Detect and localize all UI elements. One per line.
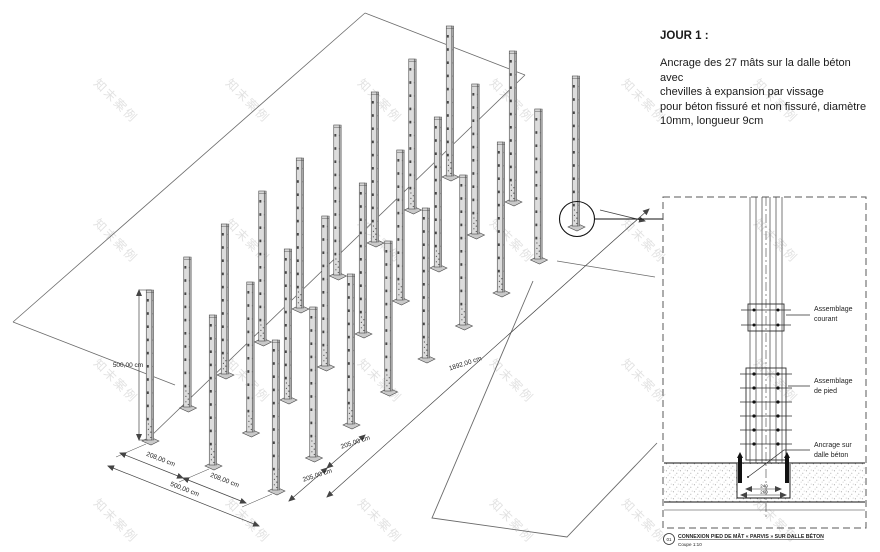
detail-titleblock: 01 CONNEXION PIED DE MÂT « PARVIS » SUR D…: [663, 532, 824, 547]
dim-row-total: 500,00 cm: [169, 481, 200, 498]
mast: [178, 256, 198, 413]
mast: [391, 149, 411, 306]
dim-col-2: 205,00 cm: [340, 435, 371, 451]
detail-scale: Coupe 1:10: [678, 542, 702, 547]
bolt-group-pied: [740, 367, 792, 461]
dim-mast-height: 500,00 cm: [113, 362, 143, 369]
mast: [141, 289, 160, 446]
detail-labels: Assemblage courant Assemblage de pied Ancrag…: [747, 306, 853, 478]
mast: [366, 91, 385, 248]
mast-profile: [749, 197, 783, 520]
mast: [417, 207, 436, 364]
day1-note: JOUR 1 : Ancrage des 27 mâts sur la dall…: [660, 30, 875, 129]
mast: [504, 50, 523, 207]
isometric-view: 500,00 cm 208,00 cm 208,00 cm 500,00 cm 205,…: [12, 12, 663, 538]
note-body: Ancrage des 27 mâts sur la dalle béton a…: [660, 56, 875, 129]
note-title: JOUR 1 :: [660, 30, 709, 42]
dim-anchor-240: 240: [760, 484, 768, 489]
mast: [267, 339, 286, 496]
note-body-line: Ancrage des 27 mâts sur la dalle béton a…: [660, 57, 851, 84]
note-body-line: 10mm, longueur 9cm: [660, 115, 764, 127]
dim-col-1: 205,00 cm: [302, 468, 333, 484]
label-ancrage-dalle: Ancrage sur: [814, 442, 852, 449]
dim-length-total: 1892,00 cm: [448, 355, 482, 372]
mast: [354, 182, 373, 339]
note-body-line: chevilles à expansion par vissage: [660, 86, 824, 98]
bolt-group-courant: [741, 303, 791, 332]
label-assemblage-courant: Assemblage: [814, 306, 853, 313]
mast: [567, 75, 586, 232]
svg-text:de pied: de pied: [814, 388, 837, 395]
mast: [492, 141, 511, 298]
mast: [291, 157, 310, 314]
mast: [342, 273, 361, 430]
label-assemblage-pied: Assemblage: [814, 378, 853, 385]
mast-grid: [141, 25, 586, 496]
mast: [403, 58, 423, 215]
svg-text:dalle béton: dalle béton: [814, 452, 848, 459]
mast: [279, 248, 298, 405]
detail-panel-border: [662, 196, 867, 529]
mast: [204, 314, 223, 471]
note-body-line: pour béton fissuré et non fissuré, diamè…: [660, 100, 867, 113]
dim-row-1: 208,00 cm: [145, 451, 176, 468]
mast: [429, 116, 448, 273]
mast: [529, 108, 549, 265]
dim-anchor-260: 260: [760, 490, 768, 495]
mast: [316, 215, 336, 372]
mast: [304, 306, 324, 463]
mast: [253, 190, 273, 347]
mast: [441, 25, 460, 182]
detail-number: 01: [666, 537, 672, 542]
detail-title: CONNEXION PIED DE MÂT « PARVIS » SUR DAL…: [678, 532, 824, 540]
dim-row-2: 208,00 cm: [209, 472, 240, 489]
svg-text:courant: courant: [814, 316, 837, 323]
mast: [379, 240, 399, 397]
mast: [454, 174, 474, 331]
mast: [328, 124, 348, 281]
mast: [216, 223, 235, 380]
mast: [466, 83, 486, 240]
mast: [241, 281, 261, 438]
